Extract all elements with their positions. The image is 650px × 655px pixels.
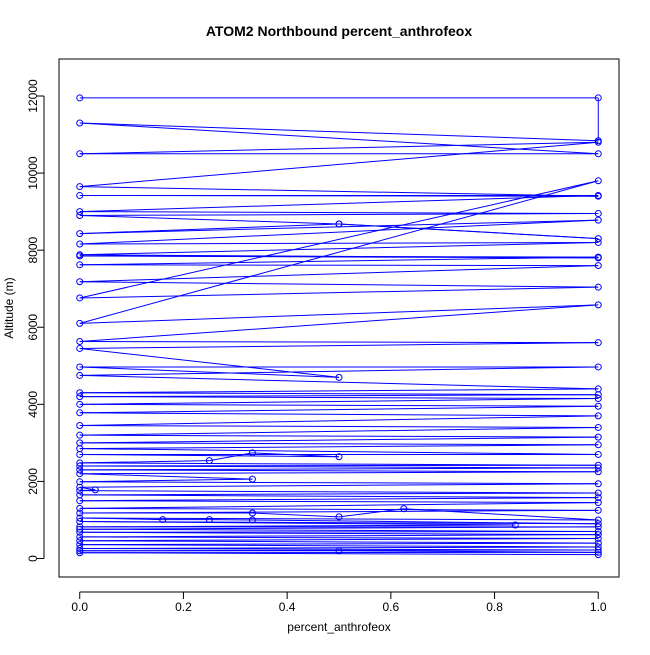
y-tick-label: 2000 — [26, 468, 40, 495]
y-tick-label: 4000 — [26, 391, 40, 418]
x-tick-label: 0.0 — [71, 600, 88, 614]
y-tick-label: 10000 — [26, 156, 40, 190]
y-tick-label: 6000 — [26, 314, 40, 341]
y-tick-label: 0 — [26, 555, 40, 562]
x-axis-label: percent_anthrofeox — [287, 620, 390, 634]
y-tick-label: 12000 — [26, 79, 40, 113]
x-tick-label: 1.0 — [590, 600, 607, 614]
x-tick-label: 0.6 — [383, 600, 400, 614]
x-tick-label: 0.8 — [486, 600, 503, 614]
x-tick-label: 0.2 — [175, 600, 192, 614]
x-tick-label: 0.4 — [279, 600, 296, 614]
y-axis-label: Altitude (m) — [2, 277, 16, 338]
y-tick-label: 8000 — [26, 237, 40, 264]
chart-title: ATOM2 Northbound percent_anthrofeox — [206, 23, 472, 39]
